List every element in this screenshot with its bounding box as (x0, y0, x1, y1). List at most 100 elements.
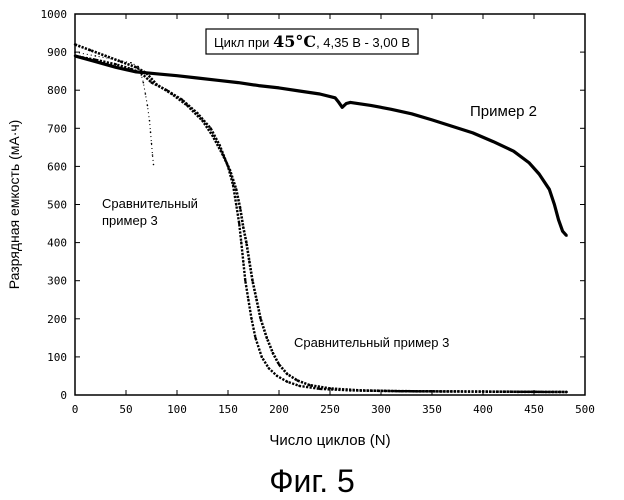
data-point (235, 188, 237, 190)
data-point (410, 113, 412, 115)
conditions-voltage: , 4,35 В - 3,00 В (316, 35, 410, 50)
data-point (235, 203, 237, 205)
data-point (472, 132, 474, 134)
data-point (176, 75, 178, 77)
data-point (557, 219, 559, 221)
data-point (137, 66, 139, 68)
data-point (152, 154, 154, 156)
data-point (244, 280, 246, 282)
data-point (238, 222, 240, 224)
data-point (565, 235, 567, 237)
data-point (431, 119, 433, 121)
data-point (319, 388, 321, 390)
data-point (153, 164, 155, 166)
data-point (528, 161, 530, 163)
data-point (512, 150, 514, 152)
annotation-comparative-b: Сравнительный пример 3 (294, 335, 449, 350)
data-point (95, 55, 97, 57)
data-point (232, 184, 234, 186)
conditions-box: Цикл при 45°C, 4,35 В - 3,00 В (206, 29, 418, 54)
data-point (286, 373, 288, 375)
data-point (240, 241, 242, 243)
data-point (242, 226, 244, 228)
y-tick-label: 900 (47, 46, 67, 59)
data-point (196, 77, 198, 79)
data-point (242, 260, 244, 262)
x-tick-label: 250 (320, 403, 340, 416)
data-point (210, 127, 212, 129)
y-tick-label: 200 (47, 313, 67, 326)
x-tick-label: 300 (371, 403, 391, 416)
data-point (349, 389, 351, 391)
x-tick-label: 200 (269, 403, 289, 416)
x-tick-label: 450 (524, 403, 544, 416)
data-point (245, 241, 247, 243)
data-point (143, 82, 145, 84)
data-point (248, 260, 250, 262)
data-point (250, 318, 252, 320)
conditions-label: Цикл при 45°C, 4,35 В - 3,00 В (214, 32, 410, 51)
data-point (94, 59, 96, 61)
data-point (561, 230, 563, 232)
data-point (308, 384, 310, 386)
data-point (349, 101, 351, 103)
data-point (492, 140, 494, 142)
data-point (298, 385, 300, 387)
annotation-comparative-a-line1: Сравнительный (102, 196, 198, 211)
conditions-temperature: 45°C (273, 32, 316, 51)
data-point (141, 74, 143, 76)
data-point (319, 93, 321, 95)
x-tick-label: 150 (218, 403, 238, 416)
data-point (149, 120, 151, 122)
data-point (104, 55, 106, 57)
y-tick-label: 600 (47, 160, 67, 173)
data-point (272, 352, 274, 354)
data-point (219, 144, 221, 146)
data-point (296, 379, 298, 381)
data-point (150, 81, 152, 83)
data-point (400, 390, 402, 392)
figure-caption: Фиг. 5 (269, 463, 355, 499)
data-point (239, 207, 241, 209)
data-point (268, 367, 270, 369)
data-point (115, 66, 117, 68)
data-point (553, 203, 555, 205)
data-point (286, 381, 288, 383)
y-tick-label: 100 (47, 351, 67, 364)
data-point (266, 337, 268, 339)
x-tick-label: 500 (575, 403, 595, 416)
data-point (261, 356, 263, 358)
data-point (254, 337, 256, 339)
x-axis-label: Число циклов (N) (269, 432, 390, 449)
data-point (115, 63, 117, 65)
annotation-example-2: Пример 2 (470, 103, 537, 120)
data-point (115, 59, 117, 61)
annotation-comparative-a-line2: пример 3 (102, 213, 158, 228)
data-point (565, 391, 567, 393)
data-point (247, 299, 249, 301)
y-tick-label: 800 (47, 84, 67, 97)
data-point (548, 188, 550, 190)
data-point (255, 299, 257, 301)
data-point (227, 165, 229, 167)
data-point (89, 49, 91, 51)
data-point (251, 280, 253, 282)
data-point (166, 89, 168, 91)
data-point (278, 87, 280, 89)
x-tick-label: 0 (72, 403, 79, 416)
data-point (370, 104, 372, 106)
data-point (147, 105, 149, 107)
data-point (278, 363, 280, 365)
data-point (259, 318, 261, 320)
data-point (257, 84, 259, 86)
y-tick-label: 300 (47, 275, 67, 288)
data-point (390, 108, 392, 110)
y-tick-label: 400 (47, 237, 67, 250)
data-point (451, 125, 453, 127)
data-point (276, 375, 278, 377)
data-point (150, 131, 152, 133)
data-point (341, 106, 343, 108)
data-point (334, 97, 336, 99)
data-point (130, 62, 132, 64)
